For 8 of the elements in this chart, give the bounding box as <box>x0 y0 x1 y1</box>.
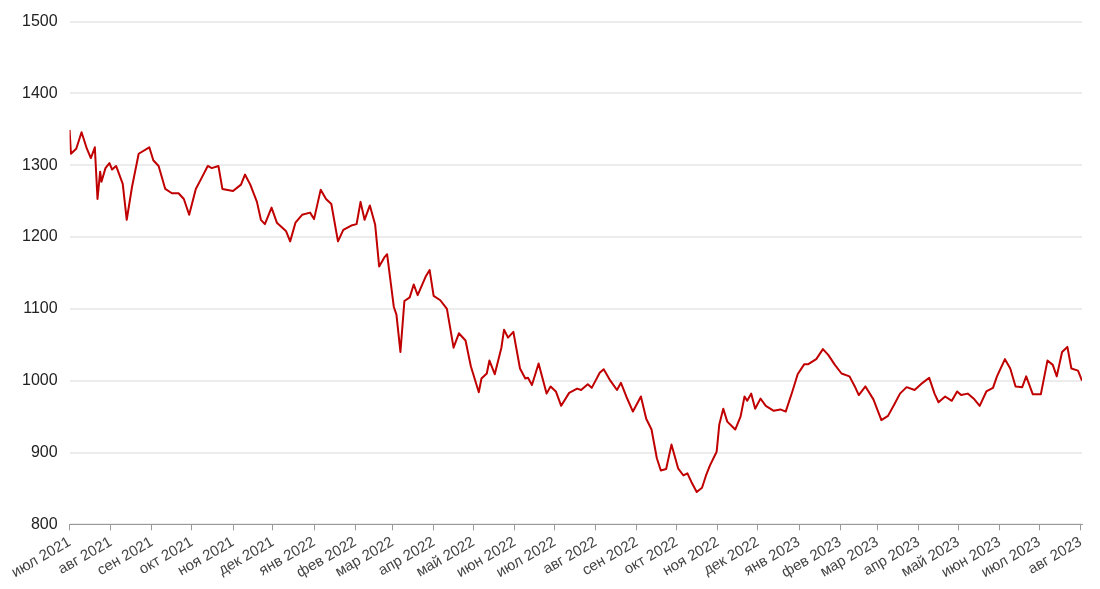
y-tick-label: 800 <box>30 514 58 532</box>
y-tick-label: 900 <box>30 442 58 460</box>
y-tick-label: 1200 <box>22 227 58 245</box>
y-tick-label: 1100 <box>23 299 58 317</box>
y-tick-label: 1500 <box>22 12 58 30</box>
y-tick-label: 1300 <box>22 155 58 173</box>
y-tick-label: 1400 <box>22 83 58 101</box>
y-tick-label: 1000 <box>22 371 58 389</box>
